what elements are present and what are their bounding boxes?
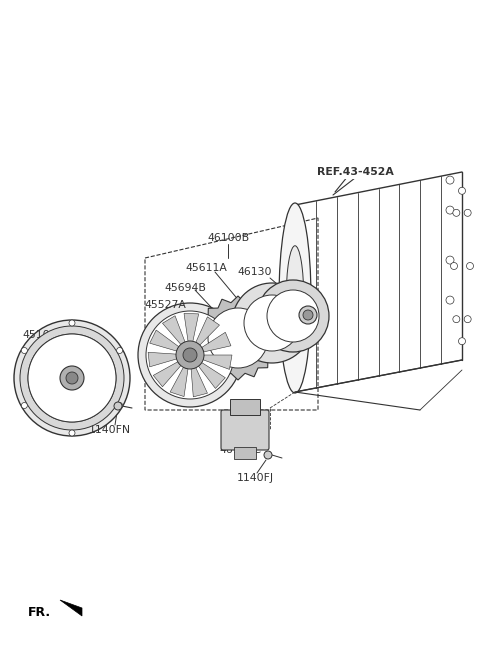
Circle shape xyxy=(28,334,116,422)
Polygon shape xyxy=(150,330,179,351)
Text: 45611A: 45611A xyxy=(185,263,227,273)
Circle shape xyxy=(146,311,234,399)
Circle shape xyxy=(183,348,197,362)
Polygon shape xyxy=(198,363,225,388)
Polygon shape xyxy=(191,368,207,397)
Text: 46100B: 46100B xyxy=(207,233,249,243)
Text: 1140FJ: 1140FJ xyxy=(237,473,274,483)
Circle shape xyxy=(453,209,460,216)
FancyBboxPatch shape xyxy=(234,447,256,459)
Circle shape xyxy=(114,402,122,410)
Circle shape xyxy=(20,326,124,430)
Circle shape xyxy=(299,306,317,324)
Circle shape xyxy=(267,290,319,342)
Polygon shape xyxy=(60,600,82,616)
Circle shape xyxy=(464,316,471,323)
Text: 46120C: 46120C xyxy=(219,445,261,455)
FancyBboxPatch shape xyxy=(221,410,269,450)
Text: REF.43-452A: REF.43-452A xyxy=(317,167,394,177)
Circle shape xyxy=(66,372,78,384)
Circle shape xyxy=(446,256,454,264)
Circle shape xyxy=(117,348,122,354)
Text: 45527A: 45527A xyxy=(144,300,186,310)
Polygon shape xyxy=(203,355,232,369)
Polygon shape xyxy=(196,317,219,345)
Circle shape xyxy=(14,320,130,436)
Circle shape xyxy=(458,188,466,194)
Circle shape xyxy=(303,310,313,320)
Circle shape xyxy=(451,262,457,270)
Circle shape xyxy=(453,316,460,323)
Circle shape xyxy=(22,403,27,409)
Circle shape xyxy=(22,348,27,354)
Circle shape xyxy=(446,176,454,184)
Circle shape xyxy=(458,338,466,344)
Circle shape xyxy=(464,209,471,216)
Circle shape xyxy=(69,320,75,326)
Circle shape xyxy=(69,430,75,436)
Circle shape xyxy=(232,283,312,363)
Circle shape xyxy=(28,334,116,422)
Polygon shape xyxy=(184,314,199,341)
Circle shape xyxy=(176,341,204,369)
Ellipse shape xyxy=(286,246,304,350)
Polygon shape xyxy=(196,296,280,380)
Circle shape xyxy=(60,366,84,390)
Polygon shape xyxy=(202,333,231,352)
Circle shape xyxy=(138,303,242,407)
Circle shape xyxy=(264,451,272,459)
Circle shape xyxy=(446,296,454,304)
Circle shape xyxy=(446,206,454,214)
Polygon shape xyxy=(148,352,177,367)
Ellipse shape xyxy=(279,203,311,393)
Circle shape xyxy=(257,280,329,352)
Text: 45694B: 45694B xyxy=(164,283,206,293)
Text: 46130: 46130 xyxy=(238,267,272,277)
Circle shape xyxy=(244,295,300,351)
Polygon shape xyxy=(170,367,188,397)
Polygon shape xyxy=(153,362,181,387)
Circle shape xyxy=(208,308,268,368)
Text: FR.: FR. xyxy=(28,605,51,619)
Text: 1140FN: 1140FN xyxy=(89,425,131,435)
Polygon shape xyxy=(163,316,185,344)
FancyBboxPatch shape xyxy=(230,399,260,415)
Circle shape xyxy=(117,403,122,409)
Circle shape xyxy=(467,262,473,270)
Text: 45100: 45100 xyxy=(23,330,57,340)
